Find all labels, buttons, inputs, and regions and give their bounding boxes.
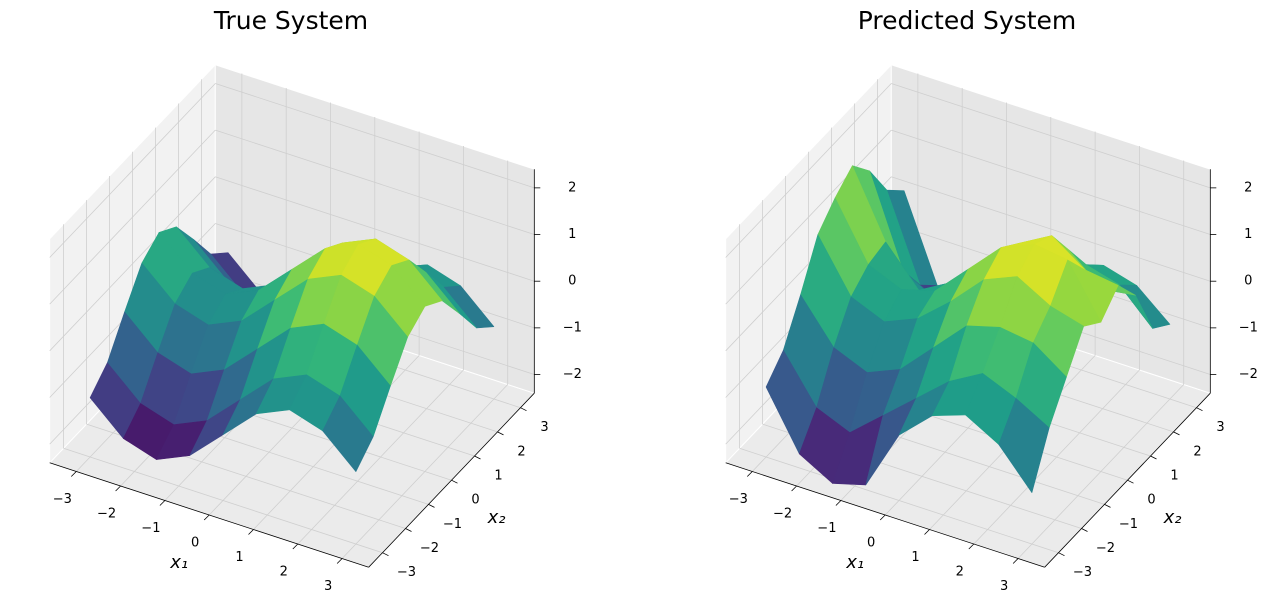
tick-mark — [1196, 407, 1203, 412]
z-tick-label: 2 — [568, 180, 576, 195]
x-tick-label: −1 — [817, 521, 836, 536]
axis-line — [725, 462, 1045, 568]
tick-mark — [159, 500, 166, 506]
tick-mark — [428, 504, 435, 508]
x-tick-label: 2 — [280, 565, 288, 580]
tick-mark — [1081, 528, 1088, 532]
tick-mark — [1012, 558, 1019, 564]
x-tick-label: 0 — [191, 536, 199, 551]
y-tick-label: −1 — [1119, 517, 1138, 532]
tick-mark — [791, 485, 797, 492]
z-tick-label: 0 — [1244, 274, 1252, 289]
y-tick-label: −2 — [1096, 541, 1115, 556]
tick-mark — [382, 552, 389, 557]
axis-line — [368, 392, 535, 568]
y-tick-label: −3 — [397, 565, 416, 580]
surface-patch — [998, 398, 1050, 493]
x-tick-label: −2 — [97, 507, 116, 522]
grid-line — [891, 129, 1211, 235]
grid-line — [63, 447, 383, 554]
axis-line — [1044, 392, 1211, 568]
tick-mark — [497, 431, 504, 436]
axis-line — [49, 462, 369, 568]
x-tick-label: 2 — [956, 565, 964, 580]
y-tick-label: 2 — [1193, 444, 1201, 459]
tick-mark — [1127, 479, 1134, 484]
y-axis-label: x₂ — [487, 507, 506, 528]
x-tick-label: −1 — [141, 521, 160, 536]
chart-title: Predicted System — [858, 6, 1077, 35]
tick-mark — [203, 514, 210, 521]
tick-mark — [924, 529, 930, 535]
z-tick-label: 1 — [1244, 227, 1252, 242]
x-tick-label: −3 — [53, 492, 72, 507]
tick-mark — [1104, 504, 1111, 508]
surface-patch — [322, 395, 374, 472]
grid-line — [891, 176, 1211, 282]
grid-line — [49, 83, 216, 258]
z-tick-label: −1 — [1239, 320, 1258, 335]
y-tick-label: 3 — [540, 420, 548, 435]
tick-mark — [451, 479, 458, 484]
tick-mark — [71, 471, 77, 477]
grid-line — [49, 176, 216, 352]
tick-mark — [292, 543, 299, 550]
tick-mark — [747, 471, 753, 477]
chart-title: True System — [213, 6, 368, 35]
x-tick-label: 1 — [911, 550, 919, 565]
y-tick-label: 1 — [1170, 469, 1178, 484]
x-tick-label: −3 — [729, 492, 748, 507]
x-axis-label: x₁ — [845, 552, 864, 573]
tick-mark — [879, 514, 886, 521]
z-tick-label: −2 — [563, 367, 582, 382]
tick-mark — [474, 455, 481, 460]
y-axis-label: x₂ — [1163, 507, 1182, 528]
y-tick-label: 0 — [471, 493, 479, 508]
x-tick-label: 0 — [867, 536, 875, 551]
y-tick-label: 0 — [1147, 493, 1155, 508]
grid-line — [215, 83, 535, 189]
grid-line — [739, 447, 1059, 554]
y-tick-label: 2 — [517, 444, 525, 459]
y-tick-label: −2 — [420, 541, 439, 556]
tick-mark — [336, 558, 343, 564]
z-tick-label: 0 — [568, 274, 576, 289]
tick-mark — [835, 500, 842, 506]
y-tick-label: −1 — [443, 517, 462, 532]
grid-line — [215, 129, 535, 235]
z-tick-label: 2 — [1244, 180, 1252, 195]
tick-mark — [115, 485, 121, 492]
grid-line — [215, 176, 535, 282]
y-tick-label: −3 — [1073, 565, 1092, 580]
x-axis-label: x₁ — [169, 552, 188, 573]
x-tick-label: 3 — [1000, 579, 1008, 594]
grid-line — [49, 129, 216, 305]
tick-mark — [1058, 552, 1065, 557]
grid-line — [891, 83, 1211, 189]
y-tick-label: 3 — [1216, 420, 1224, 435]
tick-mark — [1173, 431, 1180, 436]
tick-mark — [968, 543, 975, 550]
x-tick-label: 1 — [235, 550, 243, 565]
z-tick-label: −2 — [1239, 367, 1258, 382]
tick-mark — [248, 529, 254, 535]
grid-line — [725, 83, 892, 258]
tick-mark — [1150, 455, 1157, 460]
z-tick-label: −1 — [563, 320, 582, 335]
tick-mark — [405, 528, 412, 532]
x-tick-label: −2 — [773, 507, 792, 522]
subplot: −3−2−10123−3−2−10123−2−1012x₁x₂Predicted… — [724, 6, 1258, 594]
y-tick-label: 1 — [494, 469, 502, 484]
tick-mark — [520, 407, 527, 412]
x-tick-label: 3 — [324, 579, 332, 594]
grid-line — [725, 129, 892, 305]
z-tick-label: 1 — [568, 227, 576, 242]
